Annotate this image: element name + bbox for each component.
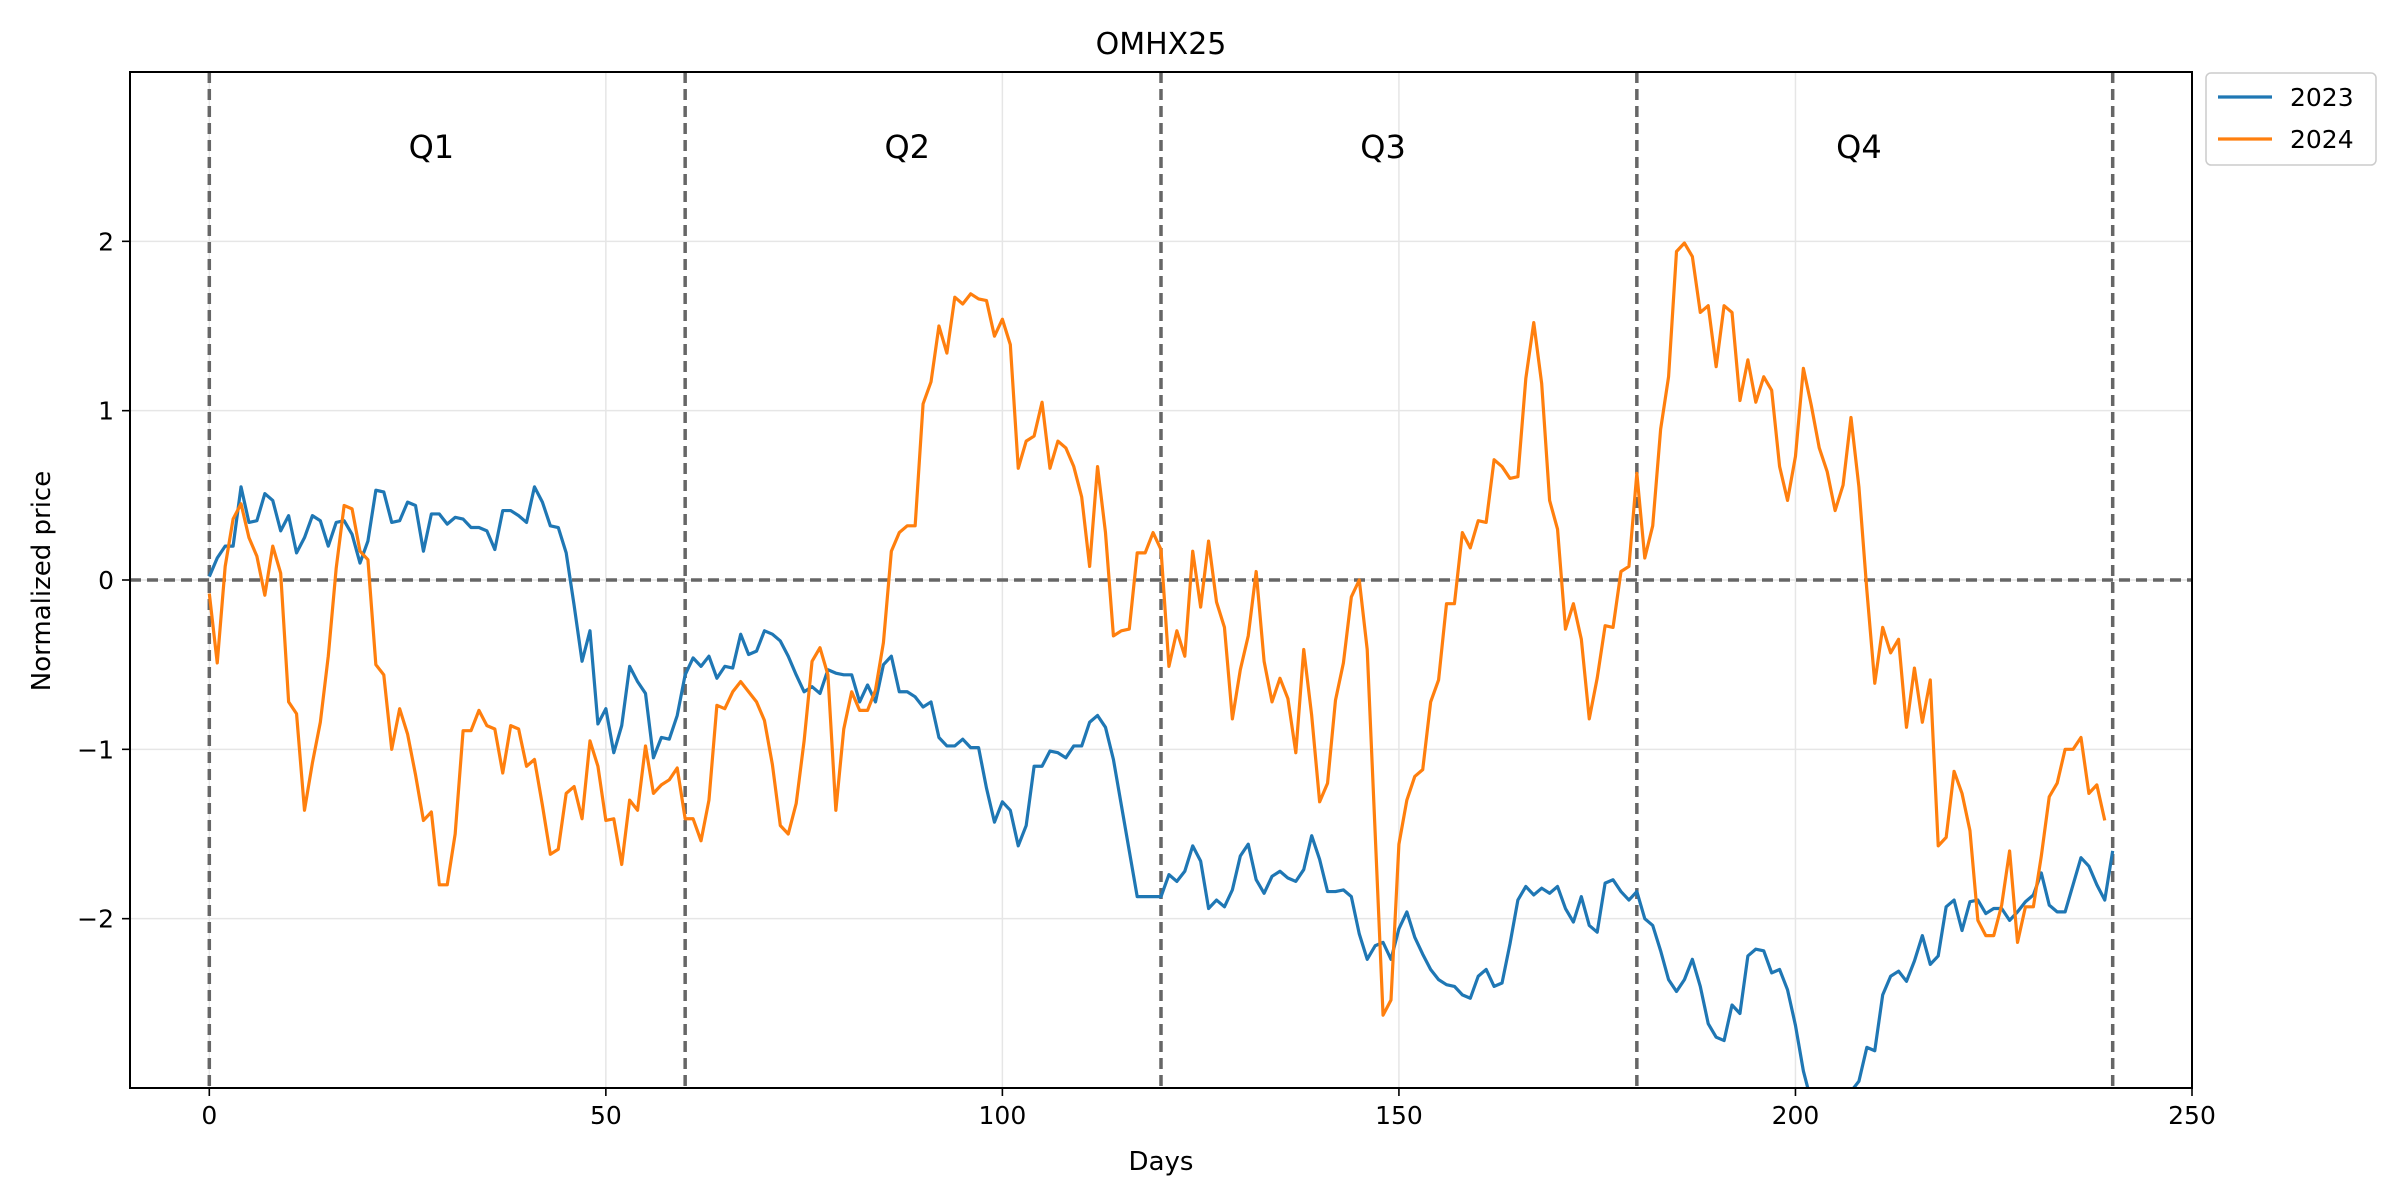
x-tick-label: 150 [1375,1101,1423,1130]
axis-ticks: 0 50 100 150 200 250 −2 −1 0 1 2 [77,227,2216,1130]
reference-lines [130,72,2192,1088]
quarter-label: Q4 [1836,128,1882,166]
y-tick-label: 0 [98,566,114,595]
x-tick-label: 100 [979,1101,1027,1130]
quarter-label: Q3 [1360,128,1406,166]
series-line-2024 [207,241,2107,1017]
x-tick-label: 250 [2168,1101,2216,1130]
series-line-2023 [207,485,2115,1088]
series-lines [207,241,2115,1088]
quarter-label: Q1 [409,128,455,166]
quarter-label: Q2 [884,128,930,166]
quarter-labels: Q1 Q2 Q3 Q4 [409,128,1882,166]
legend-label: 2023 [2290,83,2354,112]
legend-label: 2024 [2290,125,2354,154]
y-tick-label: −1 [77,735,114,764]
x-tick-label: 200 [1772,1101,1820,1130]
y-axis-label: Normalized price [27,471,57,691]
x-axis-label: Days [1129,1147,1194,1177]
legend: 2023 2024 [2205,72,2377,166]
x-tick-label: 50 [590,1101,622,1130]
chart-title: OMHX25 [1096,27,1227,62]
y-tick-label: 1 [98,397,114,426]
x-tick-label: 0 [201,1101,217,1130]
y-tick-label: 2 [98,227,114,256]
y-tick-label: −2 [77,905,114,934]
